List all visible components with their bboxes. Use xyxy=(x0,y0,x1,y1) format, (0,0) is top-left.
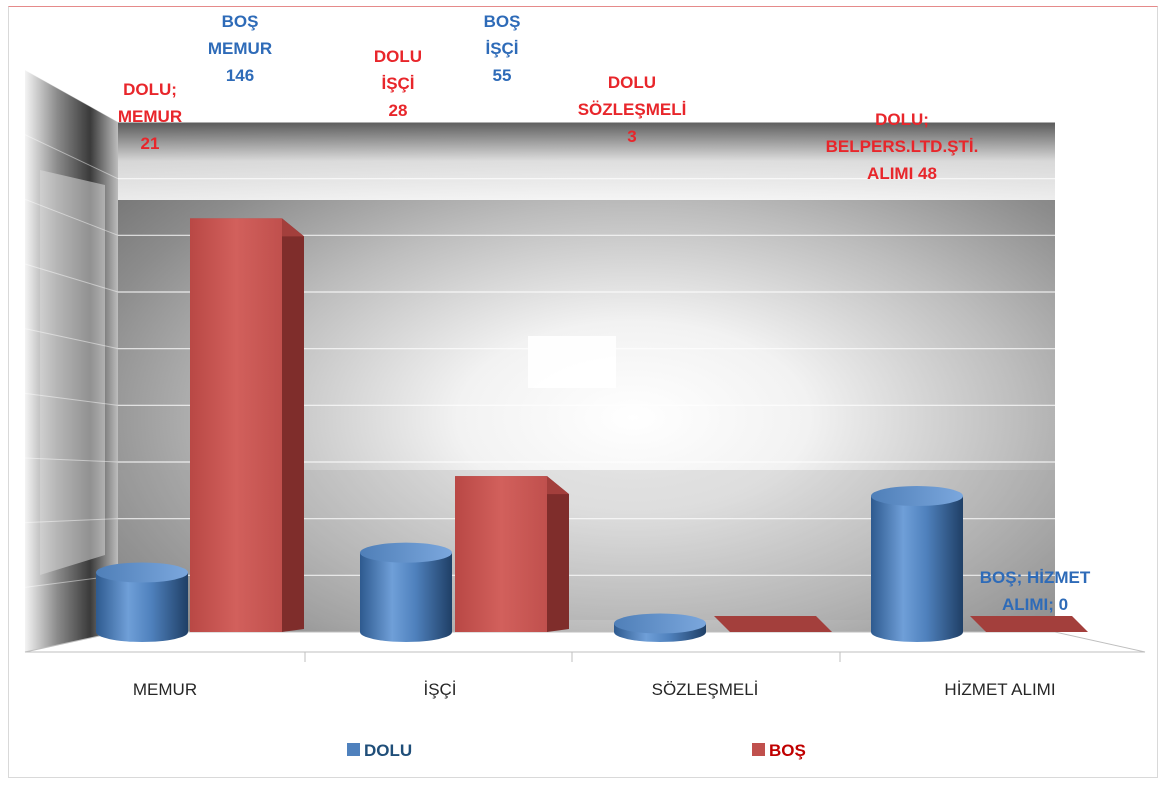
gridline-wall xyxy=(24,198,119,236)
x-tick-label: SÖZLEŞMELİ xyxy=(652,680,759,699)
bar-bos-3 xyxy=(970,616,1088,632)
data-label-bos-1: BOŞ İŞÇİ 55 xyxy=(484,12,521,85)
bar-dolu-top xyxy=(96,562,188,583)
bar-dolu-1 xyxy=(360,542,452,642)
data-label-dolu-3: DOLU; BELPERS.LTD.ŞTİ. ALIMI 48 xyxy=(826,110,979,183)
bar-dolu-2 xyxy=(614,613,706,642)
legend-swatch-dolu xyxy=(347,743,360,756)
gridline-wall xyxy=(24,263,119,293)
legend-swatch-bos xyxy=(752,743,765,756)
bar-bos-front xyxy=(455,476,547,632)
bar-dolu-body xyxy=(360,552,452,642)
bar-bos-0 xyxy=(190,218,304,633)
legend: DOLU BOŞ xyxy=(347,741,806,760)
gridline-wall xyxy=(24,69,119,123)
bar-dolu-0 xyxy=(96,562,188,642)
gridline-wall xyxy=(24,518,119,524)
bar-bos-flat xyxy=(714,616,832,632)
x-tick-label: İŞÇİ xyxy=(423,680,456,699)
data-label-dolu-0: DOLU; MEMUR 21 xyxy=(118,80,182,153)
x-tick-label: MEMUR xyxy=(133,680,197,699)
bar-bos-2 xyxy=(714,616,832,632)
category-axis: MEMUR İŞÇİ SÖZLEŞMELİ HİZMET ALIMI xyxy=(25,651,1145,699)
bar-bos-side xyxy=(547,476,569,632)
bar-dolu-3 xyxy=(871,486,963,642)
bar-bos-front xyxy=(190,218,282,633)
data-label-bos-0: BOŞ MEMUR 146 xyxy=(208,12,272,85)
gridline-wall xyxy=(24,457,119,463)
x-tick-label: HİZMET ALIMI xyxy=(944,680,1055,699)
bar-bos-1 xyxy=(455,476,569,632)
legend-label-bos: BOŞ xyxy=(769,741,806,760)
bar-dolu-body xyxy=(96,572,188,642)
bar-bos-flat xyxy=(970,616,1088,632)
legend-label-dolu: DOLU xyxy=(364,741,412,760)
bar-dolu-top xyxy=(871,486,963,506)
data-label-bos-3: BOŞ; HİZMET ALIMI; 0 xyxy=(980,568,1091,614)
data-label-dolu-2: DOLU SÖZLEŞMELİ 3 xyxy=(578,73,687,146)
gridline-wall xyxy=(24,392,119,406)
gridline-wall xyxy=(24,328,119,350)
bar-bos-side xyxy=(282,218,304,633)
data-labels: DOLU; MEMUR 21 DOLU İŞÇİ 28 DOLU SÖZLEŞMELİ 3 DOL… xyxy=(118,12,1091,614)
bar-dolu-body xyxy=(871,496,963,642)
bars xyxy=(96,218,1088,642)
bar-dolu-top xyxy=(360,542,452,563)
gridline-wall xyxy=(24,134,119,180)
data-label-dolu-1: DOLU İŞÇİ 28 xyxy=(374,47,422,120)
bar-dolu-top xyxy=(614,613,706,634)
